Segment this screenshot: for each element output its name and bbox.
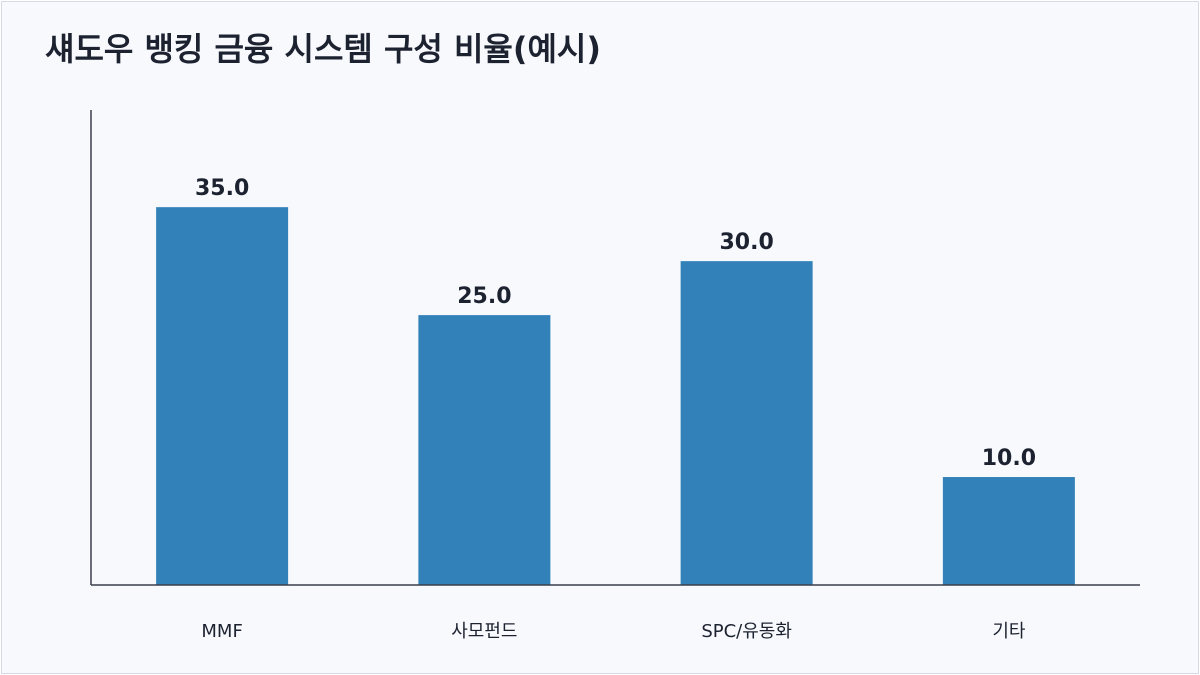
bar-0 [156,207,289,585]
chart-title: 섀도우 뱅킹 금융 시스템 구성 비율(예시) [45,30,601,68]
x-tick-label-0: MMF [201,621,242,642]
x-tick-label-2: SPC/유동화 [701,621,792,642]
labels-layer: 35.0 MMF 25.0 사모펀드 30.0 SPC/유동화 10.0 기타 [195,176,1036,642]
bar-value-label-1: 25.0 [457,284,511,309]
x-tick-label-3: 기타 [992,621,1026,642]
bars-layer [156,207,1075,585]
x-tick-label-1: 사모펀드 [451,621,517,642]
bar-value-label-0: 35.0 [195,176,249,201]
bar-3 [942,477,1075,585]
bar-1 [418,315,551,585]
bar-value-label-2: 30.0 [719,230,773,255]
bar-value-label-3: 10.0 [982,446,1036,471]
bar-2 [680,261,813,585]
